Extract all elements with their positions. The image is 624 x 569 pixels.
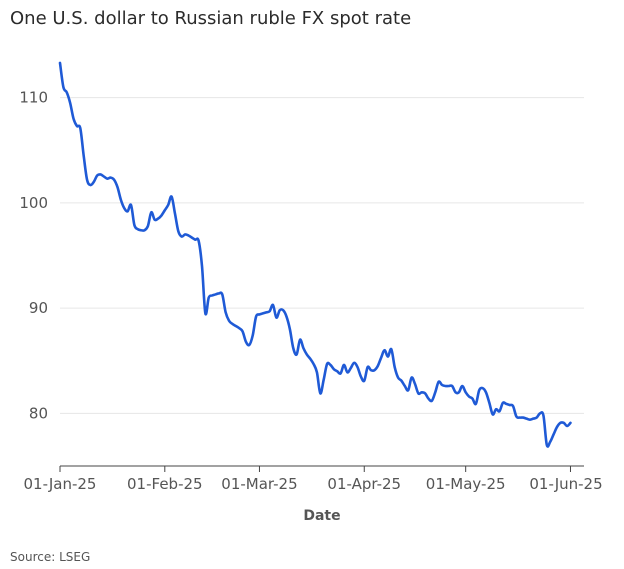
y-axis-ticks: 80 90 100 110	[19, 89, 48, 423]
y-tick-label: 110	[19, 89, 48, 107]
x-tick-label: 01-Apr-25	[327, 475, 401, 493]
y-tick-label: 100	[19, 194, 48, 212]
grid-lines	[60, 97, 584, 414]
x-tick-label: 01-May-25	[426, 475, 506, 493]
x-axis-ticks: 01-Jan-25 01-Feb-25 01-Mar-25 01-Apr-25 01-M…	[24, 466, 603, 493]
x-axis-label: Date	[303, 508, 340, 524]
x-tick-label: 01-Jun-25	[529, 475, 602, 493]
source-note: Source: LSEG	[10, 550, 90, 564]
y-tick-label: 80	[29, 404, 48, 422]
chart-title: One U.S. dollar to Russian ruble FX spot…	[10, 8, 411, 29]
x-tick-label: 01-Jan-25	[24, 475, 97, 493]
y-tick-label: 90	[29, 299, 48, 317]
x-tick-label: 01-Mar-25	[221, 475, 297, 493]
x-tick-label: 01-Feb-25	[127, 475, 203, 493]
series-line-usd-rub	[58, 61, 572, 448]
